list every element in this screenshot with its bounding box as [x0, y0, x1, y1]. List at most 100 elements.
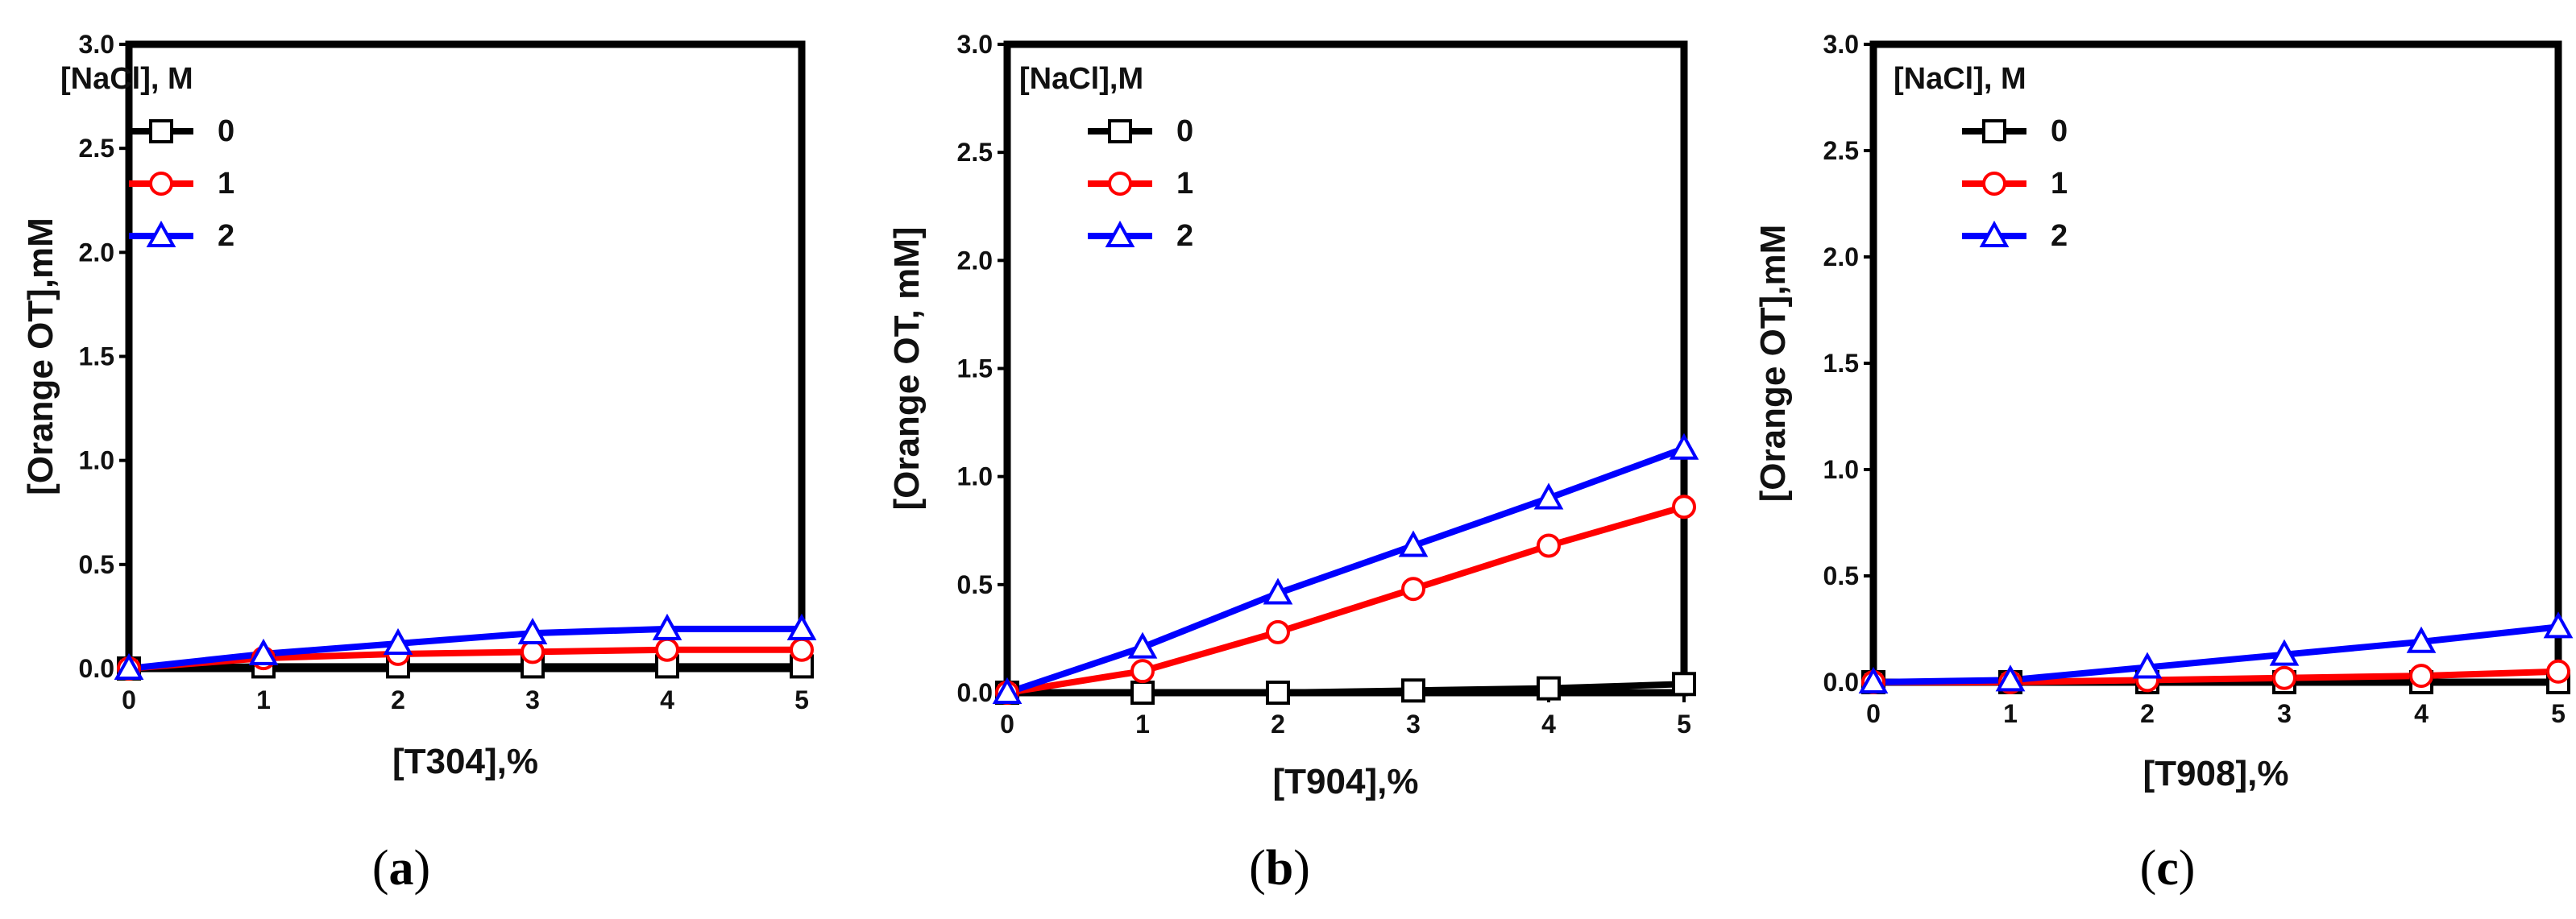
data-point-series-2 — [786, 613, 817, 640]
chart-a: 0.0 0.5 1.0 1.5 2.0 2.5 3.0 0 1 2 3 4 5 [T304],% [Oran… — [21, 30, 817, 896]
y-tick-label: 3.0 — [79, 30, 114, 59]
data-point-series-0 — [1537, 676, 1561, 701]
y-tick-label: 2.0 — [1823, 242, 1859, 271]
data-point-series-2 — [992, 677, 1023, 704]
x-tick-label: 0 — [1866, 699, 1881, 728]
panel-caption-letter: b — [1266, 841, 1293, 896]
y-tick-label: 2.0 — [79, 238, 114, 267]
data-point-series-1 — [655, 637, 679, 662]
x-tick-label: 2 — [2140, 699, 2155, 728]
legend-label-0: 0 — [218, 114, 234, 148]
legend-marker-2 — [1105, 220, 1135, 247]
x-tick-label: 3 — [525, 685, 540, 714]
panel-caption: (c) — [2140, 841, 2196, 896]
series-line-2 — [1006, 445, 1686, 696]
x-tick-label: 2 — [1271, 710, 1285, 739]
data-point-series-2 — [1127, 631, 1158, 659]
legend: [NaCl],M 0 1 2 — [1019, 62, 1193, 253]
legend-label-1: 1 — [2051, 167, 2068, 201]
data-point-series-2 — [1858, 666, 1889, 693]
data-point-series-1 — [1130, 659, 1155, 684]
legend-label-1: 1 — [218, 167, 234, 201]
legend-marker-0 — [1108, 119, 1132, 143]
y-tick-label: 2.5 — [1823, 136, 1859, 165]
legend: [NaCl], M 0 1 2 — [60, 62, 234, 253]
panel-caption-letter: c — [2156, 841, 2179, 896]
x-tick-label: 1 — [1135, 710, 1150, 739]
data-point-series-1 — [2546, 659, 2570, 684]
data-point-series-2 — [2269, 639, 2300, 666]
data-point-series-2 — [1398, 530, 1429, 557]
x-tick-label: 5 — [794, 685, 809, 714]
data-point-series-2 — [1995, 664, 2026, 692]
data-point-series-0 — [1130, 681, 1155, 705]
data-point-series-1 — [790, 637, 814, 662]
x-tick-label: 4 — [660, 685, 674, 714]
data-point-series-1 — [1537, 533, 1561, 558]
y-tick-label: 1.5 — [1823, 349, 1859, 378]
x-axis-label: [T904],% — [1273, 762, 1419, 801]
data-point-series-0 — [1672, 672, 1696, 697]
y-tick-label: 1.5 — [79, 342, 114, 371]
data-point-series-2 — [2132, 652, 2163, 679]
x-tick-label: 1 — [256, 685, 271, 714]
data-point-series-1 — [2409, 664, 2433, 689]
y-tick-label: 0.5 — [1823, 561, 1859, 590]
series-line-2 — [128, 625, 802, 672]
y-tick-label: 0.5 — [79, 550, 114, 579]
data-point-series-2 — [2406, 626, 2437, 653]
x-tick-label: 5 — [1677, 710, 1691, 739]
x-axis-label: [T908],% — [2143, 754, 2289, 793]
x-tick-label: 3 — [2277, 699, 2292, 728]
x-tick-label: 0 — [122, 685, 136, 714]
data-point-series-1 — [521, 640, 545, 664]
data-point-series-2 — [1263, 577, 1293, 605]
legend-title: [NaCl],M — [1019, 62, 1143, 96]
panel-caption-letter: a — [389, 841, 414, 896]
y-axis-label: [Orange OT, mM] — [887, 226, 927, 510]
y-tick-label: 1.0 — [1823, 455, 1859, 484]
x-tick-label: 2 — [391, 685, 405, 714]
y-tick-label: 1.0 — [957, 462, 993, 491]
plot-frame — [1869, 40, 2562, 686]
legend: [NaCl], M 0 1 2 — [1894, 62, 2068, 253]
data-point-series-2 — [1669, 433, 1699, 460]
y-tick-label: 1.5 — [957, 354, 993, 383]
y-tick-label: 2.0 — [957, 246, 993, 275]
x-tick-label: 0 — [1000, 710, 1014, 739]
series-line-0 — [1007, 681, 1685, 696]
data-point-series-1 — [1672, 495, 1696, 520]
y-tick-label: 0.0 — [957, 678, 993, 707]
data-point-series-2 — [652, 613, 682, 640]
data-point-series-1 — [1266, 619, 1290, 644]
data-point-series-2 — [248, 638, 279, 665]
data-point-series-2 — [517, 618, 548, 645]
series-line-1 — [1006, 503, 1686, 696]
legend-label-0: 0 — [1176, 114, 1193, 148]
chart-b: 0.0 0.5 1.0 1.5 2.0 2.5 3.0 0 1 2 3 4 5 [T904],% [Oran… — [887, 30, 1699, 896]
data-point-series-1 — [1401, 577, 1425, 602]
panel-caption: (a) — [372, 841, 430, 896]
series-line-2 — [1873, 623, 2559, 685]
legend-marker-1 — [1108, 172, 1132, 196]
legend-marker-2 — [1979, 220, 2010, 247]
x-tick-label: 5 — [2551, 699, 2566, 728]
legend-label-2: 2 — [1176, 219, 1193, 253]
y-axis-label: [Orange OT],mM — [21, 217, 60, 495]
legend-label-1: 1 — [1176, 167, 1193, 201]
y-tick-label: 0.0 — [79, 654, 114, 683]
legend-label-2: 2 — [2051, 219, 2068, 253]
x-tick-label: 4 — [2414, 699, 2429, 728]
x-tick-label: 4 — [1541, 710, 1556, 739]
legend-marker-0 — [1982, 119, 2006, 143]
legend-marker-1 — [149, 172, 173, 196]
x-tick-label: 1 — [2003, 699, 2018, 728]
legend-label-0: 0 — [2051, 114, 2068, 148]
y-tick-label: 3.0 — [1823, 30, 1859, 59]
x-axis-label: [T304],% — [392, 742, 538, 781]
y-tick-label: 2.5 — [957, 138, 993, 167]
data-point-series-0 — [1266, 681, 1290, 705]
data-point-series-2 — [1533, 482, 1564, 510]
y-tick-label: 3.0 — [957, 30, 993, 59]
data-point-series-2 — [114, 652, 144, 680]
